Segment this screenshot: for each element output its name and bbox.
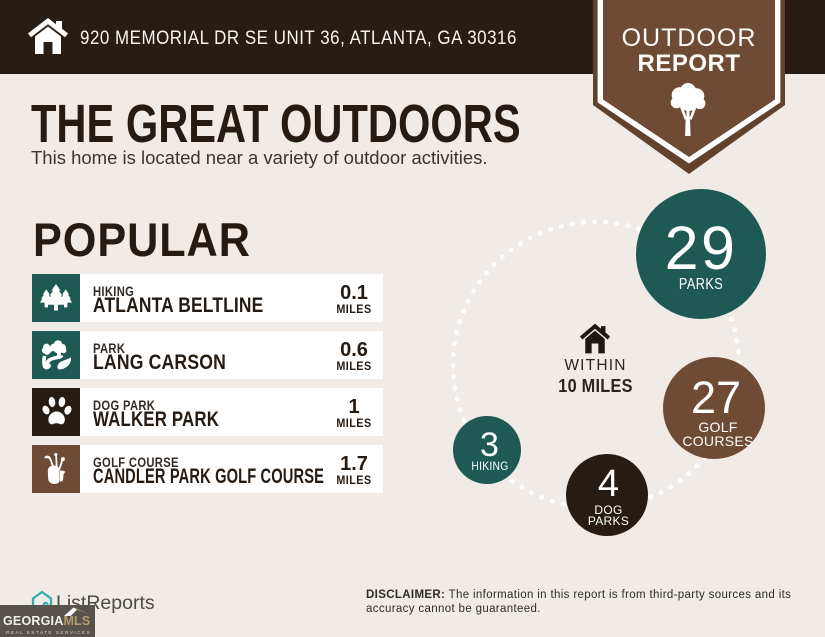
- svg-text:REPORT: REPORT: [637, 50, 740, 77]
- svg-text:OUTDOOR: OUTDOOR: [622, 24, 757, 52]
